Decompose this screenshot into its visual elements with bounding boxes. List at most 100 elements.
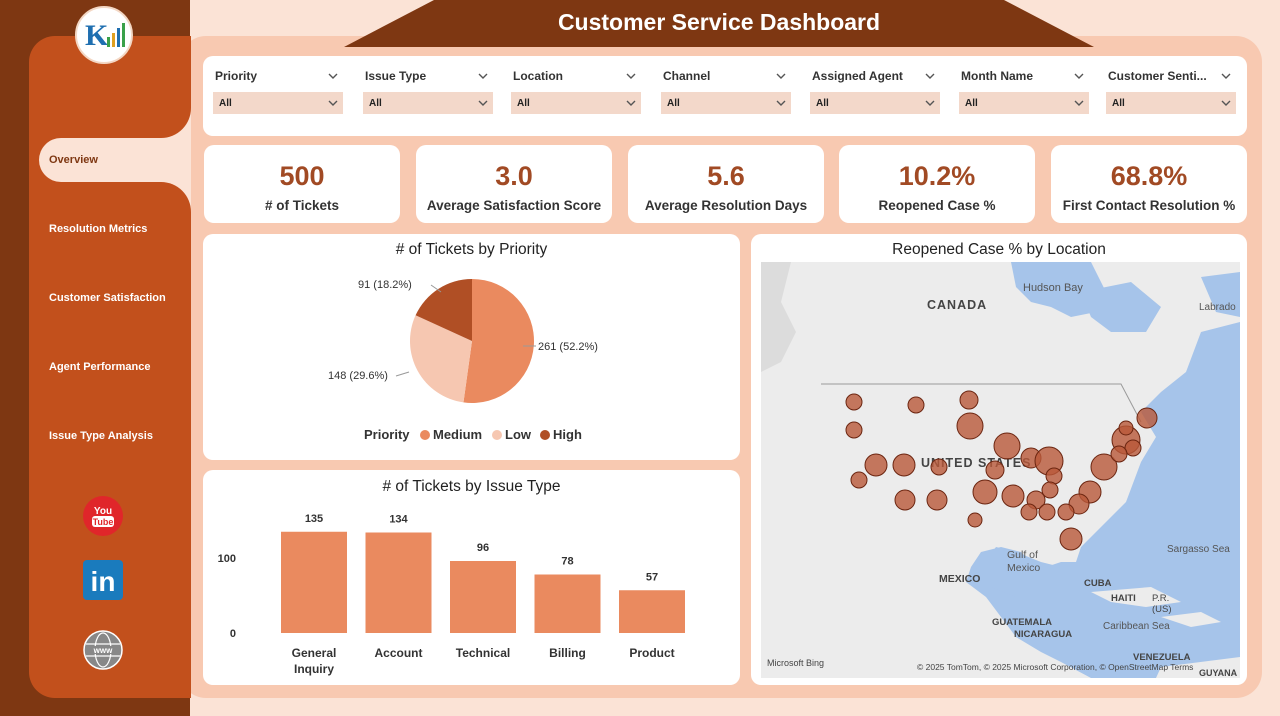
filter-label[interactable]: Month Name xyxy=(959,66,1089,86)
kpi-tickets-value: 500 xyxy=(279,161,325,191)
priority-chart-title: # of Tickets by Priority xyxy=(395,241,548,258)
filter-dropdown[interactable]: All xyxy=(511,92,641,114)
legend-label-low: Low xyxy=(505,427,532,442)
nav-issue-type-analysis[interactable]: Issue Type Analysis xyxy=(39,414,191,458)
map-label-pr: P.R. xyxy=(1152,593,1170,604)
category-label: General xyxy=(292,646,337,660)
globe-icon[interactable]: www xyxy=(83,630,123,670)
map[interactable]: CANADA Hudson Bay Labrado UNITED STATES … xyxy=(761,262,1240,678)
bar-4[interactable] xyxy=(619,590,685,633)
chevron-down-icon xyxy=(328,73,338,79)
chevron-down-icon xyxy=(328,100,338,106)
page-title: Customer Service Dashboard xyxy=(557,8,881,35)
linkedin-icon[interactable]: in xyxy=(83,560,123,600)
kpi-resolution-days-value: 5.6 xyxy=(707,161,745,191)
filter-label[interactable]: Customer Senti... xyxy=(1106,66,1236,86)
map-title: Reopened Case % by Location xyxy=(892,241,1106,258)
filter-label[interactable]: Assigned Agent xyxy=(810,66,940,86)
category-label: Account xyxy=(375,646,423,660)
map-bubble xyxy=(1001,484,1025,508)
map-label-guatemala: GUATEMALA xyxy=(992,617,1052,628)
svg-text:in: in xyxy=(91,566,116,597)
kpi-first-contact-label: First Contact Resolution % xyxy=(1062,198,1236,213)
nav-overview[interactable]: Overview xyxy=(39,138,191,182)
filter-label[interactable]: Issue Type xyxy=(363,66,493,86)
kpi-reopened-label: Reopened Case % xyxy=(878,198,996,213)
filter-dropdown[interactable]: All xyxy=(661,92,791,114)
chevron-down-icon xyxy=(478,100,488,106)
nav-customer-satisfaction[interactable]: Customer Satisfaction xyxy=(39,276,191,320)
nav-agent-performance[interactable]: Agent Performance xyxy=(39,345,191,389)
map-bubble xyxy=(930,458,948,476)
nav-issue-type-analysis-label: Issue Type Analysis xyxy=(49,430,153,442)
filter-5: Month Name All xyxy=(959,66,1089,114)
bar-2[interactable] xyxy=(450,561,516,633)
chevron-down-icon xyxy=(1074,73,1084,79)
filter-4: Assigned Agent All xyxy=(810,66,940,114)
nav-resolution-metrics[interactable]: Resolution Metrics xyxy=(39,207,191,251)
chevron-down-icon xyxy=(776,73,786,79)
svg-text:Tube: Tube xyxy=(93,517,114,527)
pie-leader-line xyxy=(395,371,410,377)
pie-slice-low[interactable] xyxy=(410,315,472,403)
chevron-down-icon xyxy=(1221,73,1231,79)
legend-label-medium: Medium xyxy=(433,427,482,442)
map-label-mexico: MEXICO xyxy=(939,573,981,585)
svg-text:K: K xyxy=(85,19,109,52)
filter-dropdown[interactable]: All xyxy=(213,92,343,114)
filter-label[interactable]: Priority xyxy=(213,66,343,86)
y-tick-label: 0 xyxy=(230,628,236,640)
map-bubble xyxy=(967,512,983,528)
issue-type-chart-panel: # of Tickets by Issue Type 0 100 135 Genera… xyxy=(203,470,740,685)
map-bubble xyxy=(959,390,979,410)
filter-label[interactable]: Channel xyxy=(661,66,791,86)
map-label-guyana: GUYANA xyxy=(1199,668,1238,678)
filter-label[interactable]: Location xyxy=(511,66,641,86)
filter-dropdown[interactable]: All xyxy=(810,92,940,114)
sidebar-curve-bottom xyxy=(144,182,191,212)
map-bubbles xyxy=(845,390,1158,551)
chevron-down-icon xyxy=(1221,100,1231,106)
priority-pie-chart: 261 (52.2%) 148 (29.6%) 91 (18.2%) Priority… xyxy=(328,279,598,442)
filter-dropdown[interactable]: All xyxy=(363,92,493,114)
map-bubble xyxy=(1118,420,1134,436)
bar-value-label: 135 xyxy=(305,513,323,525)
legend-label-high: High xyxy=(553,427,582,442)
map-bubble xyxy=(1068,493,1090,515)
map-bubble xyxy=(1041,481,1059,499)
legend-title: Priority xyxy=(364,427,410,442)
bar-1[interactable] xyxy=(365,532,432,634)
filter-0: Priority All xyxy=(213,66,343,114)
bar-0[interactable] xyxy=(281,531,347,633)
pie-slice-high[interactable] xyxy=(415,279,472,341)
pie-data-label: 148 (29.6%) xyxy=(328,370,388,382)
nav-overview-label: Overview xyxy=(49,154,98,166)
bar-value-label: 57 xyxy=(646,571,658,583)
legend-swatch-high xyxy=(540,430,550,440)
pie-slice-medium[interactable] xyxy=(463,279,534,403)
svg-text:www: www xyxy=(93,646,113,655)
youtube-icon[interactable]: You Tube xyxy=(83,496,123,536)
kpi-resolution-days: 5.6 Average Resolution Days xyxy=(628,145,824,223)
map-bubble xyxy=(1090,453,1118,481)
map-bubble xyxy=(926,489,948,511)
category-label: Inquiry xyxy=(294,662,334,676)
kpi-first-contact: 68.8% First Contact Resolution % xyxy=(1051,145,1247,223)
map-bubble xyxy=(1059,527,1083,551)
legend-swatch-low xyxy=(492,430,502,440)
logo-icon: K xyxy=(75,6,133,64)
category-label: Product xyxy=(629,646,674,660)
kpi-satisfaction-label: Average Satisfaction Score xyxy=(426,198,602,213)
filter-dropdown[interactable]: All xyxy=(1106,92,1236,114)
kpi-resolution-days-label: Average Resolution Days xyxy=(644,198,808,213)
map-bubble xyxy=(1045,467,1063,485)
map-label-venezuela: VENEZUELA xyxy=(1133,652,1191,663)
filter-dropdown[interactable]: All xyxy=(959,92,1089,114)
map-label-sargasso: Sargasso Sea xyxy=(1167,544,1230,555)
map-label-nicaragua: NICARAGUA xyxy=(1014,629,1073,640)
map-label-hudson: Hudson Bay xyxy=(1023,282,1083,294)
sidebar-curve-top xyxy=(144,100,191,138)
chevron-down-icon xyxy=(776,100,786,106)
bar-3[interactable] xyxy=(534,574,601,634)
map-label-pr2: (US) xyxy=(1152,604,1172,615)
